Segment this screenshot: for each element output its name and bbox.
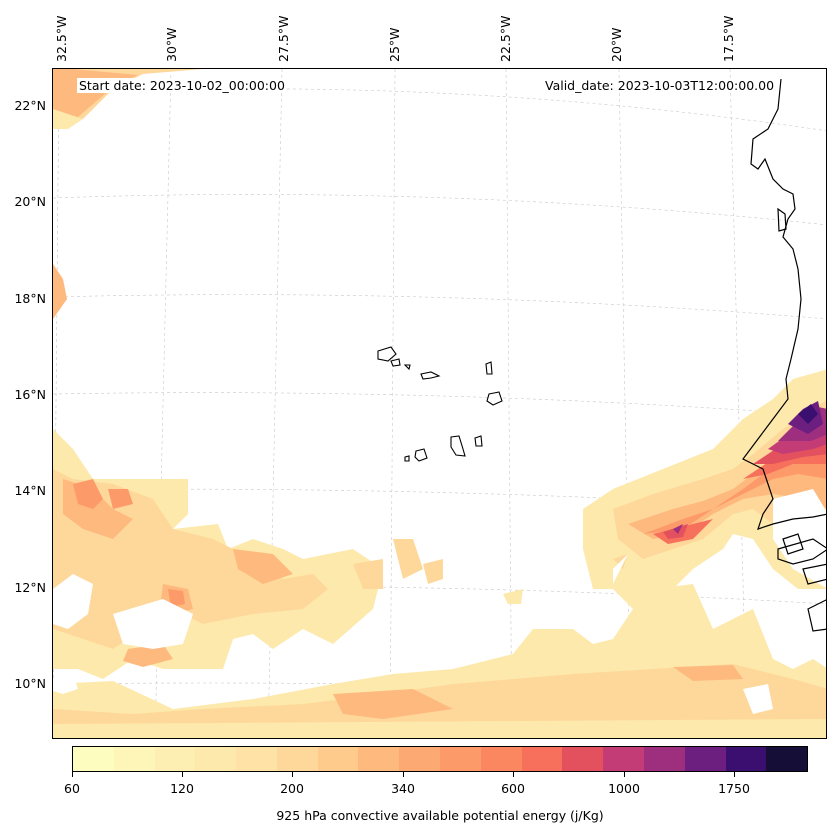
start-date-label: Start date: 2023-10-02_00:00:00 [77,78,287,93]
colorbar-tick-1000: 1000 [608,781,640,796]
island-sal [485,361,493,375]
island-sao-nicolau [420,371,441,380]
lat-label-22n: 22°N [14,98,46,113]
lat-label-12n: 12°N [14,580,46,595]
colorbar-tick-120: 120 [170,781,194,796]
island-boa-vista [486,391,503,406]
lon-label-17-5w: 17.5°W [721,15,736,62]
lon-label-22-5w: 22.5°W [498,15,513,62]
cape-verde-islands [377,346,503,462]
island-sao-vicente [390,358,401,367]
lon-label-30w: 30°W [164,27,179,62]
lat-label-18n: 18°N [14,291,46,306]
colorbar-tick-600: 600 [501,781,525,796]
map-plot-area [52,68,827,739]
valid-date-label: Valid_date: 2023-10-03T12:00:00.00 [543,78,777,93]
lon-label-27-5w: 27.5°W [276,15,291,62]
west-africa-coast [742,78,826,530]
colorbar-title: 925 hPa convective available potential e… [276,808,604,823]
coastlines [742,78,826,632]
lat-label-20n: 20°N [14,194,46,209]
cape-region-left-edge [53,264,67,319]
colorbar-tick-1750: 1750 [718,781,750,796]
lat-label-16n: 16°N [14,387,46,402]
island-fogo [414,448,428,462]
colorbar-tick-340: 340 [391,781,415,796]
island-santo-antao [377,346,397,362]
island-maio [474,435,483,447]
colorbar-tick-60: 60 [64,781,80,796]
lon-label-25w: 25°W [387,27,402,62]
colorbar-tick-200: 200 [280,781,304,796]
lat-label-14n: 14°N [14,483,46,498]
colorbar [72,746,808,772]
island-brava [404,455,410,462]
cape-filled-contours [53,69,826,738]
island-santiago [450,435,466,457]
lon-label-20w: 20°W [609,27,624,62]
lat-label-10n: 10°N [14,676,46,691]
lon-label-32-5w: 32.5°W [54,15,69,62]
cape-map-svg [53,69,826,738]
island-santa-luzia [403,364,411,371]
